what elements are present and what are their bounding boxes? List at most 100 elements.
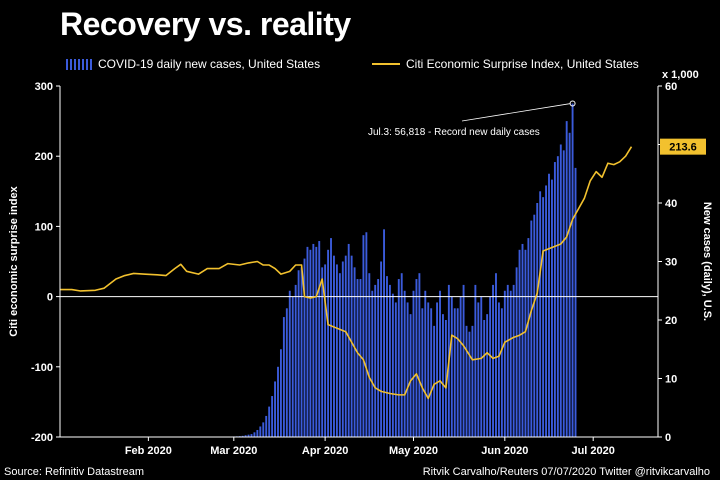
case-bar <box>309 249 312 437</box>
case-bar <box>515 267 518 437</box>
case-bar <box>489 296 492 437</box>
case-bar <box>524 249 527 437</box>
last-value-label: 213.6 <box>669 142 697 154</box>
case-bar <box>415 279 418 437</box>
case-bar <box>548 173 550 437</box>
case-bar <box>512 284 515 437</box>
x-tick-label: Jun 2020 <box>481 445 528 457</box>
left-axis-label: Citi economic surprise index <box>8 185 20 336</box>
case-bar <box>439 290 441 437</box>
case-bar <box>500 308 503 437</box>
left-tick-label: 300 <box>35 81 53 93</box>
legend-cases: COVID-19 daily new cases, United States <box>66 57 320 71</box>
case-bar <box>450 296 453 437</box>
annotation-group: Jul.3: 56,818 - Record new daily cases 21… <box>368 100 706 155</box>
case-bar <box>562 150 565 437</box>
chart-title: Recovery vs. reality <box>60 6 351 42</box>
case-bar <box>536 203 539 437</box>
case-bar <box>356 279 359 437</box>
case-bar <box>391 293 394 437</box>
case-bar <box>394 302 397 437</box>
line-group <box>60 146 633 400</box>
case-bar <box>341 261 344 437</box>
case-bar <box>247 434 250 437</box>
case-bar <box>388 284 391 437</box>
left-tick-label: 0 <box>47 292 53 304</box>
case-bar <box>503 290 506 437</box>
case-bar <box>300 267 303 437</box>
case-bar <box>406 302 409 437</box>
case-bar <box>377 279 380 437</box>
case-bar <box>409 314 412 437</box>
x-tick-label: Feb 2020 <box>125 445 172 457</box>
case-bar <box>483 320 486 437</box>
case-bar <box>253 432 256 437</box>
right-axis-multiplier: x 1,000 <box>662 69 699 81</box>
case-bar <box>565 121 568 437</box>
case-bar <box>277 366 279 437</box>
case-bar <box>271 396 274 437</box>
case-bar <box>347 243 350 437</box>
right-tick-label: 10 <box>665 374 677 386</box>
case-bar <box>400 273 403 437</box>
case-bar <box>418 273 421 437</box>
case-bar <box>353 267 356 437</box>
right-axis-label: New cases (daily), U.S. <box>701 202 713 321</box>
case-bar <box>262 422 265 438</box>
legend-surprise-index: Citi Economic Surprise Index, United Sta… <box>372 57 639 71</box>
case-bar <box>397 279 400 437</box>
case-bar <box>533 214 536 437</box>
legend-line-swatch <box>372 63 400 65</box>
legend-surprise-label: Citi Economic Surprise Index, United Sta… <box>406 57 639 71</box>
left-tick-label: -200 <box>31 432 53 444</box>
case-bar <box>553 162 556 438</box>
case-bar <box>436 302 439 437</box>
case-bar <box>386 276 388 438</box>
case-bar <box>312 243 315 437</box>
case-bar <box>521 243 524 437</box>
case-bar <box>259 426 262 437</box>
case-bar <box>480 296 483 437</box>
case-bar <box>542 197 545 437</box>
case-bar <box>539 191 542 437</box>
case-bar <box>285 308 288 437</box>
last-value-tag <box>660 138 706 155</box>
case-bar <box>303 258 306 437</box>
case-bar <box>344 255 347 437</box>
case-bar <box>497 302 500 437</box>
case-bar <box>430 308 433 437</box>
annotation-leader <box>461 103 571 122</box>
case-bar <box>465 325 468 437</box>
case-bar <box>333 255 335 437</box>
case-bar <box>291 296 294 437</box>
x-tick-label: Mar 2020 <box>210 445 257 457</box>
case-bar <box>456 308 459 437</box>
case-bar <box>268 406 271 437</box>
case-bar <box>362 235 365 437</box>
case-bar <box>359 279 362 437</box>
right-tick-label: 30 <box>665 257 677 269</box>
left-tick-label: 200 <box>35 151 53 163</box>
case-bar <box>421 308 424 437</box>
case-bar <box>492 284 494 437</box>
left-tick-label: -100 <box>31 362 53 374</box>
case-bar <box>241 435 244 437</box>
case-bar <box>559 144 562 437</box>
legend-cases-label: COVID-19 daily new cases, United States <box>98 57 321 71</box>
case-bar <box>477 302 480 437</box>
case-bar <box>335 264 338 437</box>
case-bar <box>509 290 512 437</box>
case-bar <box>383 229 385 437</box>
x-tick-label: May 2020 <box>389 445 438 457</box>
case-bar <box>380 261 383 437</box>
case-bar <box>506 284 509 437</box>
case-bar <box>459 296 462 437</box>
case-bar <box>368 273 371 437</box>
case-bar <box>471 325 474 437</box>
case-bar <box>350 255 353 437</box>
case-bar <box>453 308 456 437</box>
case-bar <box>442 314 444 437</box>
case-bar <box>518 249 521 437</box>
